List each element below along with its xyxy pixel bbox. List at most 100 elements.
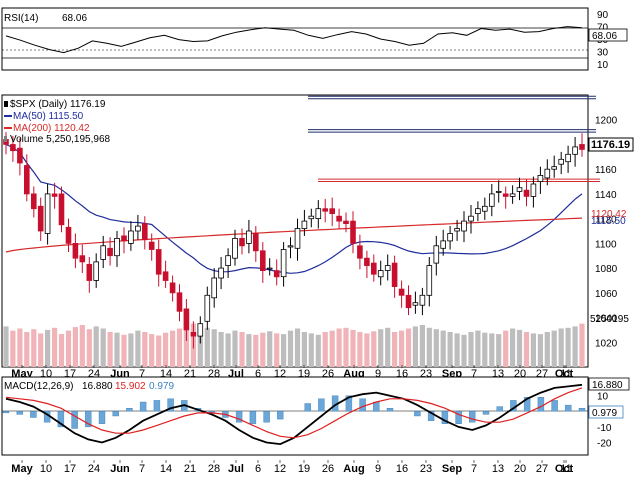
macd-hist-bar [85,411,92,428]
volume-bar [454,333,460,367]
macd-hist-bar [249,411,257,424]
ma50-tag: 1115.50 [591,216,626,227]
price-tick-label: 1120 [595,215,617,226]
candle-body [86,263,93,281]
candle-body [280,249,287,278]
volume-bar [100,328,106,367]
candle-body [322,208,328,212]
volume-bar [475,330,481,367]
candle-body [336,215,342,222]
macd-hist-bar [2,411,10,414]
macd-panel: 100-10-20 MACD(12,26,9) 16.880 15.902 0.… [1,376,630,456]
volume-bar [17,328,23,367]
x-tick-label: Jul [228,463,244,475]
rsi-tick-label: 30 [597,47,609,58]
volume-bar [3,326,9,367]
candle-body [308,215,315,220]
candle-body [23,165,30,195]
volume-bar [246,334,252,367]
candle-body [37,205,44,232]
macd-value-label: 16.880 [82,381,113,392]
x-tick-label: Aug [343,463,364,475]
candle-body [370,262,377,275]
macd-hist-bar [318,398,325,412]
macd-hist-bar [57,411,65,428]
rsi-name-label: RSI(14) [4,13,38,24]
candle-body [488,193,495,207]
macd-hist-bar [167,398,174,412]
x-tick-label: 20 [514,463,526,475]
volume-bar [357,332,363,367]
volume-bar [385,327,391,367]
macd-signal-label: 15.902 [115,381,146,392]
volume-bar [336,328,342,367]
legend-spx-swatch [4,101,8,107]
volume-bar [516,329,523,367]
rsi-current-tag: 68.06 [592,31,617,42]
moving-averages [5,143,583,274]
macd-hist-bar [71,411,78,429]
candle-body [128,230,134,244]
price-tick-label: 1100 [595,239,617,250]
x-tick-label: 14 [160,463,172,475]
rsi-frame [1,7,589,71]
rsi-current-box [588,28,628,42]
x-tick-label: 19 [298,463,310,475]
volume-bar [149,334,155,367]
candle-body [190,331,197,337]
candle-body [65,226,72,244]
macd-hist-tag: 0.979 [592,408,617,419]
macd-hist-bar [153,400,161,412]
volume-bar [107,332,113,367]
legend-volume: Volume 5,250,195,968 [10,134,111,145]
volume-bar [482,332,488,367]
volume-bar [530,333,536,367]
candle-body [301,220,308,229]
volume-bar [45,329,51,367]
volume-bar [565,327,571,367]
volume-bar [218,332,224,367]
candle-body [100,245,107,260]
candle-body [239,237,245,247]
macd-y-axis: 100-10-20 [597,392,612,450]
price-tick-label: 1060 [595,289,618,300]
rsi-series-line [5,26,583,54]
candle-body [58,193,65,226]
candle-body [398,288,405,296]
volume-bar [38,333,44,367]
candle-body [246,230,252,244]
macd-hist-bar [126,408,133,412]
macd-tick-label: -20 [597,439,612,450]
macd-hist-bar [523,397,531,412]
macd-hist-bar [496,406,503,412]
volume-bar [412,326,418,367]
candle-body [72,242,79,259]
price-panel: 1200118011601140112011001080106010401020… [1,94,634,368]
candle-body [169,282,176,294]
x-tick-label: 10 [40,463,52,475]
candle-body [579,144,585,150]
x-tick-label: 26 [322,463,334,475]
candle-body [412,302,419,306]
volume-bar [329,330,335,367]
macd-value-tag: 16.880 [592,380,623,391]
volume-bar [260,332,266,367]
candle-body [107,247,113,257]
volume-bar [572,326,578,367]
volume-bar [24,332,30,367]
volume-bar [31,329,37,367]
macd-hist-bar [427,411,435,421]
macd-hist-bar [235,411,243,423]
x-tick-label: 24 [88,463,100,475]
volume-bar [544,332,550,367]
candle-body [155,249,162,275]
candle-body [481,205,488,212]
candle-body [93,261,100,281]
last-price-tag: 1176.19 [591,139,630,151]
candle-body [572,146,578,155]
candle-body [419,294,426,306]
candle-body [273,270,280,278]
volume-bar [378,329,384,367]
volume-bar [121,334,127,367]
candle-body [544,168,551,179]
